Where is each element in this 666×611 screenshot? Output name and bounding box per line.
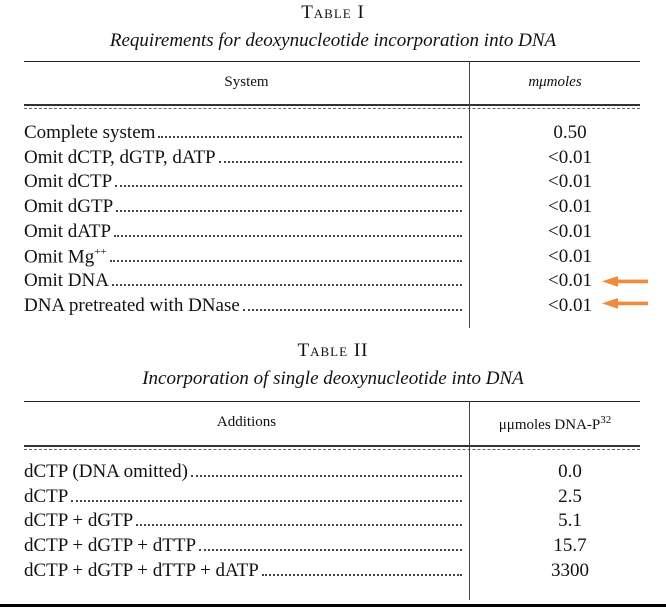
dot-leader [71, 499, 462, 502]
row-value: 3300 [551, 559, 589, 581]
row-value: <0.01 [548, 171, 592, 193]
column-header: μμmoles DNA-P32 [470, 414, 640, 434]
label-text: dCTP (DNA omitted) [24, 461, 188, 482]
table-title: Table II [297, 340, 369, 361]
table-title: Table I [301, 2, 365, 23]
header-rule [24, 449, 640, 450]
header-text: Additions [216, 414, 277, 430]
row-label: Omit dGTP [24, 196, 464, 218]
dot-leader [199, 549, 462, 552]
dot-leader [261, 573, 462, 576]
header-text: mμmoles [528, 74, 582, 90]
dot-leader [114, 234, 462, 237]
column-header: System [24, 74, 469, 91]
arrow [602, 276, 648, 287]
dot-leader [115, 185, 462, 188]
header-sup: 32 [600, 414, 612, 426]
label-wrap: dCTP [24, 486, 68, 508]
dot-leader [111, 284, 462, 287]
dot-leader [136, 524, 462, 527]
row-label: Complete system [24, 122, 464, 144]
label-text: Omit dGTP [24, 196, 114, 218]
row-label: Omit dCTP, dGTP, dATP [24, 147, 464, 169]
row-label: Omit dCTP [24, 171, 464, 193]
arrow [602, 298, 648, 309]
dot-leader [242, 308, 462, 311]
row-label: DNA pretreated with DNase [24, 295, 464, 317]
dot-leader [116, 210, 462, 213]
label-wrap: Complete system [24, 122, 155, 144]
dot-leader [109, 259, 462, 262]
row-value: <0.01 [548, 270, 592, 292]
row-label: dCTP + dGTP + dTTP + dATP [24, 560, 464, 582]
row-label: dCTP + dGTP [24, 510, 464, 532]
row-label: Omit DNA [24, 270, 464, 292]
label-text: Omit dATP [24, 220, 112, 242]
label-text: Omit Mg [24, 245, 95, 267]
label-wrap: dCTP + dGTP + dTTP + dATP [24, 560, 259, 582]
column-header: Additions [24, 414, 469, 431]
label-text: dCTP + dGTP [24, 510, 134, 532]
row-value: 0.0 [558, 461, 582, 482]
row-value: <0.01 [548, 220, 592, 242]
label-text: Omit dCTP [24, 171, 113, 193]
label-sup: ++ [94, 245, 107, 258]
row-value: <0.01 [548, 146, 592, 168]
row-value: <0.01 [548, 294, 592, 316]
row-label: Omit dATP [24, 221, 464, 243]
label-text: dCTP [24, 485, 69, 507]
label-wrap: Omit dATP [24, 221, 111, 243]
bottom-rule [0, 604, 666, 607]
dot-leader [158, 136, 462, 138]
table-caption: Incorporation of single deoxynucleotide … [142, 368, 524, 389]
label-wrap: dCTP + dGTP [24, 510, 133, 532]
row-value: 2.5 [558, 485, 582, 507]
label-text: Omit DNA [24, 270, 109, 292]
header-rule [24, 104, 640, 106]
row-label: dCTP [24, 486, 464, 508]
header-rule [24, 108, 640, 109]
label-text: Complete system [24, 122, 156, 143]
label-wrap: Omit dCTP, dGTP, dATP [24, 147, 216, 169]
label-text: DNA pretreated with DNase [24, 294, 240, 316]
column-divider [469, 401, 470, 600]
row-value: <0.01 [548, 196, 592, 218]
table-caption: Requirements for deoxynucleotide incorpo… [109, 30, 557, 51]
dot-leader [218, 160, 462, 163]
arrows [602, 276, 648, 309]
row-label: Omit Mg++ [24, 246, 464, 268]
row-value: 5.1 [558, 510, 582, 532]
label-text: dCTP + dGTP + dTTP + dATP [24, 559, 259, 581]
label-text: dCTP + dGTP + dTTP [24, 535, 197, 557]
dot-leader [190, 475, 462, 477]
header-text: μμmoles DNA-P [498, 417, 601, 433]
row-label: dCTP + dGTP + dTTP [24, 535, 464, 557]
row-label: dCTP (DNA omitted) [24, 461, 464, 483]
row-value: 15.7 [553, 535, 587, 557]
header-rule [24, 445, 640, 447]
label-wrap: Omit dCTP [24, 171, 112, 193]
top-rule [24, 401, 640, 402]
row-value: 0.50 [553, 122, 587, 143]
header-text: System [224, 74, 269, 90]
top-rule [24, 61, 640, 62]
label-wrap: DNA pretreated with DNase [24, 295, 240, 317]
label-wrap: dCTP (DNA omitted) [24, 461, 188, 483]
row-value: <0.01 [548, 245, 592, 267]
label-wrap: Omit DNA [24, 270, 109, 292]
label-wrap: Omit Mg++ [24, 246, 107, 268]
label-wrap: Omit dGTP [24, 196, 113, 218]
label-wrap: dCTP + dGTP + dTTP [24, 535, 196, 557]
column-header: mμmoles [470, 74, 640, 91]
column-divider [469, 61, 470, 328]
label-text: Omit dCTP, dGTP, dATP [24, 146, 216, 168]
